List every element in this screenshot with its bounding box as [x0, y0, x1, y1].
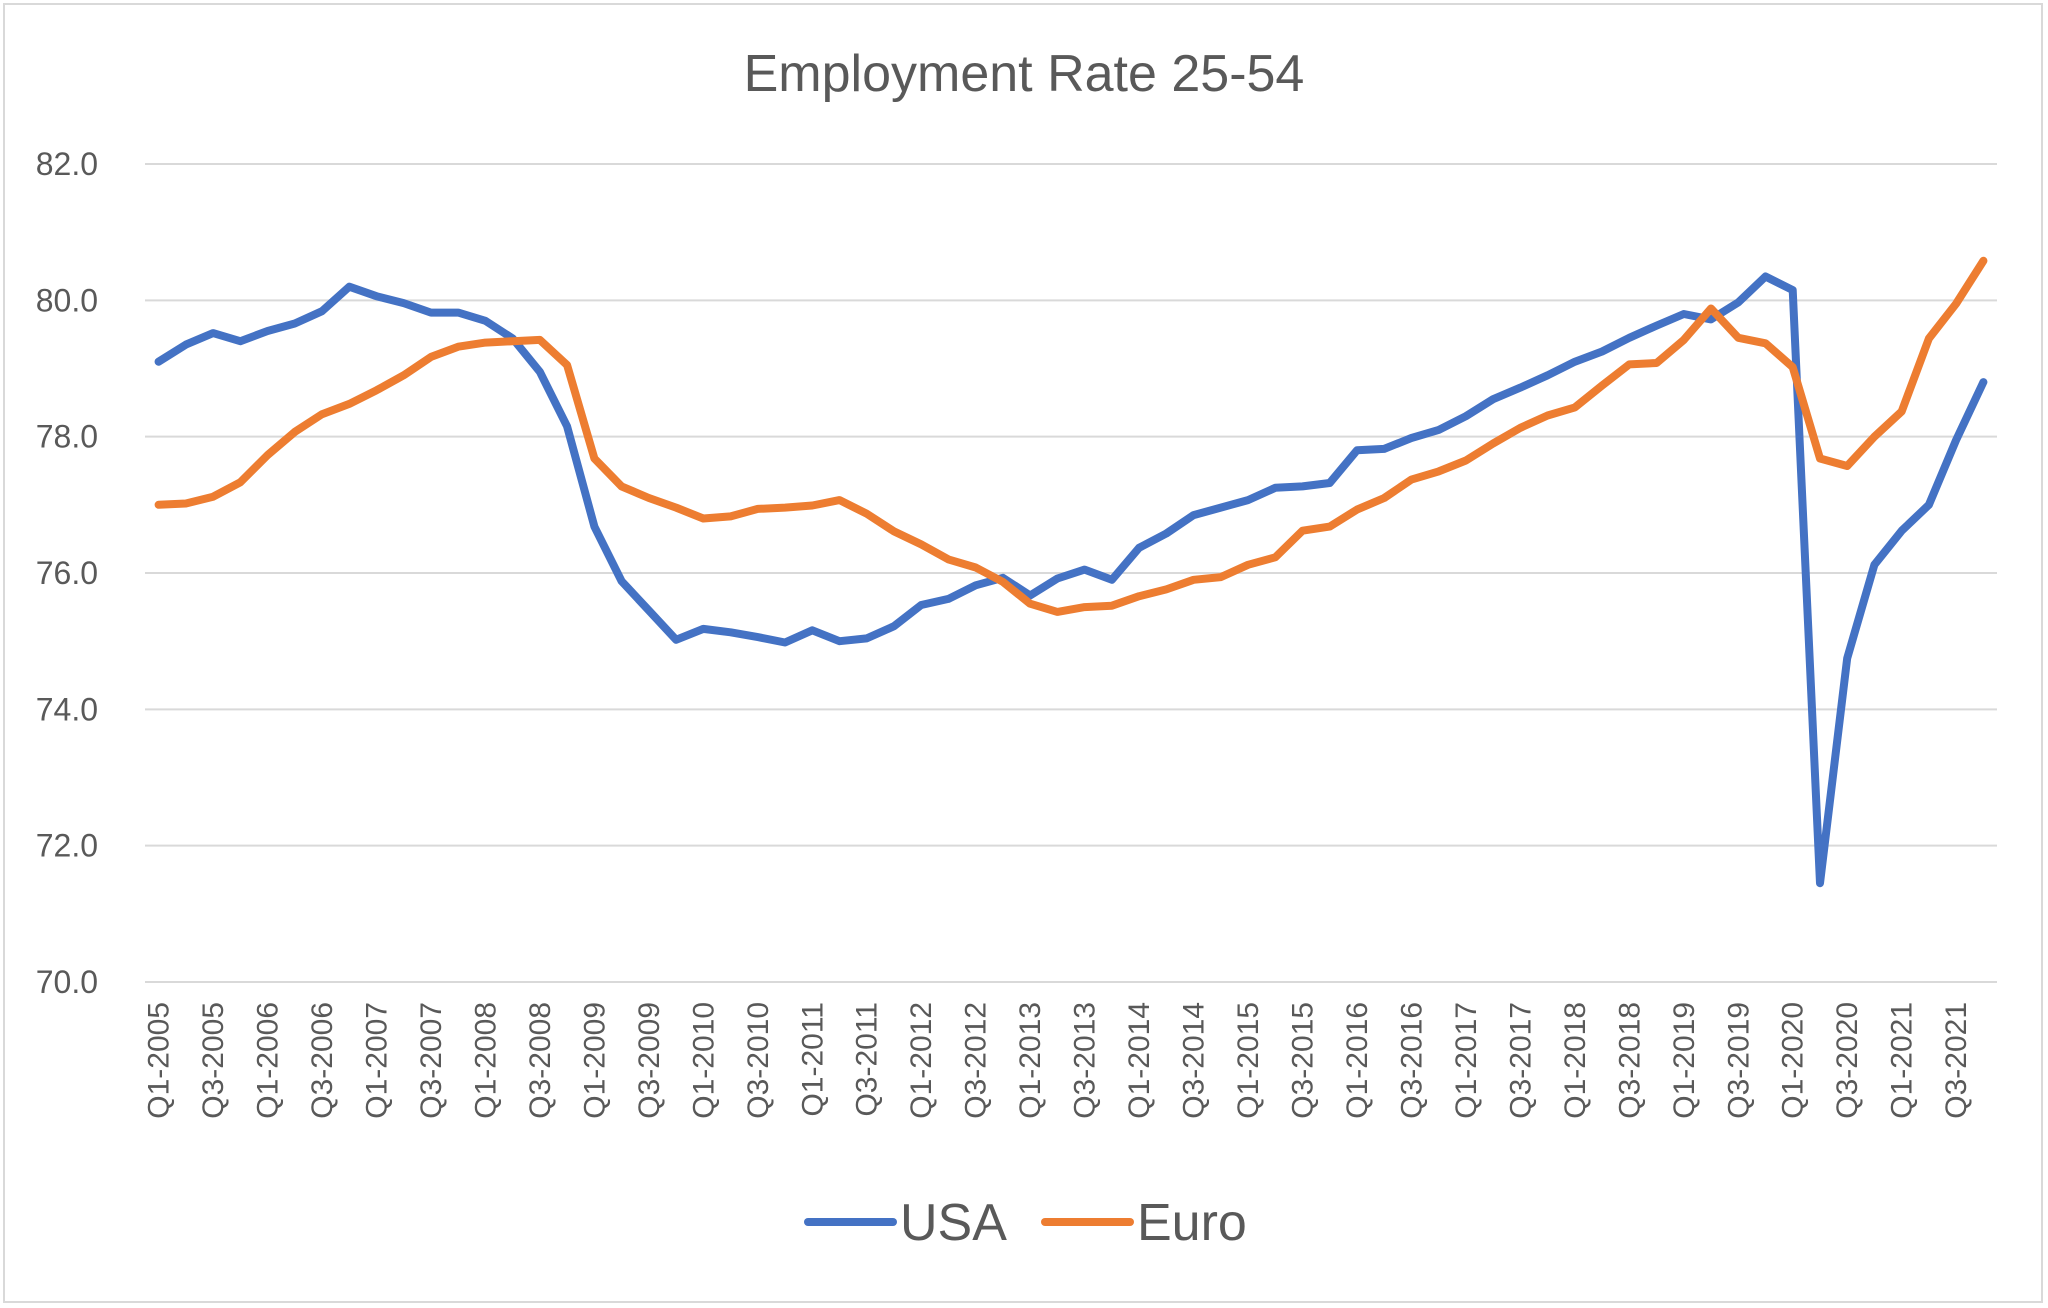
- y-tick-label: 76.0: [36, 555, 98, 591]
- x-tick-label: Q1-2008: [469, 1002, 502, 1119]
- series-line-euro: [154, 256, 1988, 616]
- x-tick-label: Q3-2012: [960, 1002, 993, 1119]
- y-tick-label: 80.0: [36, 282, 98, 318]
- x-tick-label: Q1-2016: [1341, 1002, 1374, 1119]
- series-line-usa: [154, 272, 1988, 888]
- series-lines: [154, 256, 1988, 888]
- x-tick-label: Q1-2007: [361, 1002, 394, 1119]
- x-tick-label: Q1-2018: [1559, 1002, 1592, 1119]
- x-tick-label: Q3-2017: [1504, 1002, 1537, 1119]
- x-tick-label: Q1-2012: [905, 1002, 938, 1119]
- x-tick-label: Q3-2015: [1287, 1002, 1320, 1119]
- x-tick-label: Q3-2005: [197, 1002, 230, 1119]
- x-tick-label: Q3-2020: [1831, 1002, 1864, 1119]
- x-tick-label: Q3-2011: [851, 1002, 884, 1117]
- x-tick-label: Q3-2009: [633, 1002, 666, 1119]
- gridlines: [145, 163, 1997, 983]
- x-tick-label: Q1-2020: [1777, 1002, 1810, 1119]
- x-tick-label: Q1-2011: [796, 1002, 829, 1117]
- y-axis-tick-labels: 70.0 72.0 74.0 76.0 78.0 80.0 82.0: [36, 146, 98, 1000]
- chart-title: Employment Rate 25-54: [744, 45, 1305, 103]
- x-tick-label: Q1-2005: [143, 1002, 176, 1119]
- x-tick-label: Q1-2006: [252, 1002, 285, 1119]
- legend-label-usa: USA: [900, 1194, 1007, 1252]
- x-tick-label: Q3-2016: [1395, 1002, 1428, 1119]
- chart-frame: [3, 3, 2043, 1303]
- x-tick-label: Q3-2007: [415, 1002, 448, 1119]
- x-tick-label: Q1-2010: [687, 1002, 720, 1119]
- x-tick-label: Q3-2018: [1613, 1002, 1646, 1119]
- x-tick-label: Q1-2015: [1232, 1002, 1265, 1119]
- x-tick-label: Q1-2013: [1014, 1002, 1047, 1119]
- x-tick-label: Q3-2021: [1940, 1002, 1973, 1119]
- x-tick-label: Q3-2008: [524, 1002, 557, 1119]
- x-tick-label: Q1-2021: [1886, 1002, 1919, 1119]
- y-tick-label: 78.0: [36, 419, 98, 455]
- legend: USA Euro: [804, 1194, 1247, 1252]
- x-tick-label: Q3-2006: [306, 1002, 339, 1119]
- y-tick-label: 82.0: [36, 146, 98, 182]
- y-tick-label: 70.0: [36, 964, 98, 1000]
- legend-label-euro: Euro: [1137, 1194, 1247, 1252]
- x-tick-label: Q3-2014: [1178, 1002, 1211, 1119]
- x-tick-label: Q3-2013: [1069, 1002, 1102, 1119]
- x-axis-tick-labels: Q1-2005 Q3-2005 Q1-2006 Q3-2006 Q1-2007 Q3-20…: [143, 1002, 1974, 1119]
- x-tick-label: Q1-2014: [1123, 1002, 1156, 1119]
- x-tick-label: Q3-2010: [742, 1002, 775, 1119]
- y-tick-label: 74.0: [36, 691, 98, 727]
- y-tick-label: 72.0: [36, 828, 98, 864]
- x-tick-label: Q1-2009: [578, 1002, 611, 1119]
- x-tick-label: Q1-2019: [1668, 1002, 1701, 1119]
- x-tick-label: Q3-2019: [1722, 1002, 1755, 1119]
- x-tick-label: Q1-2017: [1450, 1002, 1483, 1119]
